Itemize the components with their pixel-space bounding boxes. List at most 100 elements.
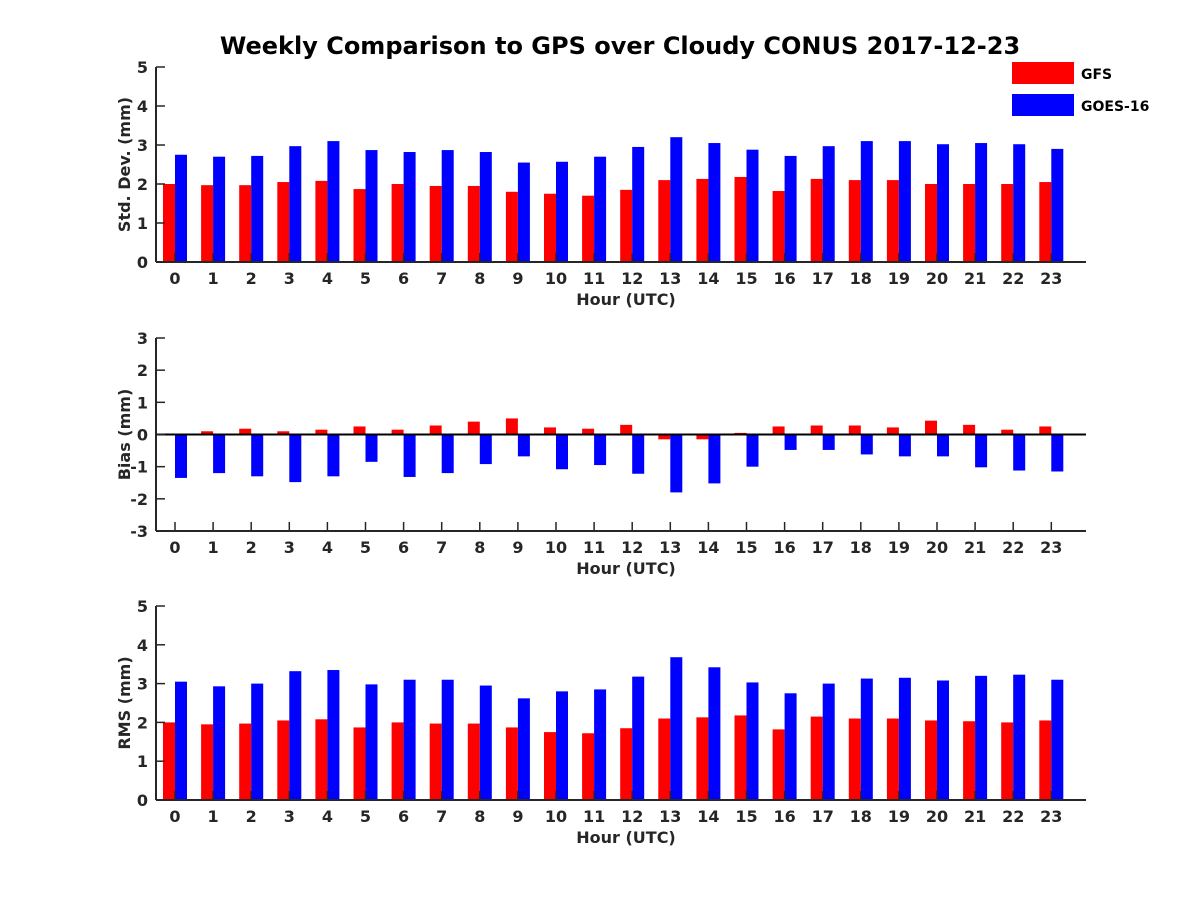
bar-goes-16-h10 — [556, 161, 568, 262]
x-tick-label: 19 — [888, 269, 910, 288]
bar-goes-16-h12 — [632, 676, 645, 800]
bar-goes-16-h2 — [251, 155, 264, 262]
bar-goes-16-h0 — [175, 434, 187, 478]
bar-gfs-h18 — [848, 180, 861, 262]
bar-goes-16-h1 — [213, 686, 226, 800]
bar-gfs-h0 — [163, 184, 175, 262]
bar-gfs-h17 — [810, 178, 823, 262]
bar-goes-16-h2 — [251, 683, 264, 800]
x-tick-label: 21 — [964, 538, 986, 557]
x-tick-label: 16 — [773, 538, 795, 557]
bar-gfs-h1 — [201, 185, 214, 262]
x-tick-label: 22 — [1002, 807, 1024, 826]
bar-gfs-h17 — [810, 716, 823, 800]
x-tick-label: 22 — [1002, 538, 1024, 557]
bar-gfs-h10 — [544, 427, 556, 435]
bar-gfs-h2 — [239, 723, 252, 800]
y-tick-label: 4 — [137, 636, 148, 655]
bar-gfs-h11 — [582, 195, 595, 262]
bar-gfs-h2 — [239, 428, 252, 435]
bar-gfs-h20 — [925, 420, 937, 435]
bar-goes-16-h17 — [822, 683, 835, 800]
bar-gfs-h4 — [315, 180, 328, 262]
bar-gfs-h11 — [582, 428, 595, 435]
bar-goes-16-h20 — [937, 680, 949, 800]
x-tick-label: 10 — [545, 538, 567, 557]
bar-goes-16-h14 — [708, 667, 721, 800]
x-tick-label: 6 — [398, 269, 409, 288]
x-tick-label: 20 — [926, 538, 948, 557]
y-tick-label: 1 — [137, 752, 148, 771]
bar-gfs-h14 — [696, 717, 709, 800]
bar-goes-16-h3 — [289, 434, 302, 483]
bar-goes-16-h22 — [1013, 434, 1026, 471]
bar-goes-16-h12 — [632, 434, 645, 474]
x-tick-label: 1 — [208, 269, 219, 288]
x-tick-label: 4 — [322, 269, 333, 288]
bar-goes-16-h19 — [898, 141, 911, 262]
x-tick-label: 11 — [583, 538, 605, 557]
bar-gfs-h12 — [620, 189, 633, 262]
bar-gfs-h14 — [696, 434, 709, 440]
bar-gfs-h7 — [429, 185, 442, 262]
x-tick-label: 2 — [246, 807, 257, 826]
bar-goes-16-h17 — [822, 434, 835, 450]
bar-goes-16-h7 — [441, 679, 454, 800]
x-tick-label: 5 — [360, 807, 371, 826]
x-tick-label: 7 — [436, 807, 447, 826]
bar-gfs-h13 — [658, 180, 671, 262]
y-tick-label: 3 — [137, 329, 148, 348]
bar-gfs-h6 — [391, 184, 404, 262]
bar-goes-16-h19 — [898, 677, 911, 800]
x-tick-label: 9 — [512, 538, 523, 557]
bar-gfs-h9 — [505, 727, 518, 800]
bar-goes-16-h9 — [517, 162, 530, 262]
x-axis-label: Hour (UTC) — [576, 828, 676, 847]
bar-gfs-h23 — [1039, 720, 1052, 800]
bar-gfs-h10 — [544, 732, 556, 800]
x-tick-label: 17 — [812, 269, 834, 288]
x-tick-label: 3 — [284, 538, 295, 557]
bar-goes-16-h6 — [403, 679, 416, 800]
bar-gfs-h19 — [886, 427, 899, 435]
x-tick-label: 3 — [284, 807, 295, 826]
bar-gfs-h13 — [658, 434, 671, 440]
bar-gfs-h21 — [963, 721, 976, 800]
x-tick-label: 15 — [735, 538, 757, 557]
bar-gfs-h1 — [201, 431, 214, 435]
bar-goes-16-h8 — [479, 685, 492, 800]
bar-gfs-h20 — [925, 720, 937, 800]
bar-goes-16-h22 — [1013, 674, 1026, 800]
x-tick-label: 17 — [812, 807, 834, 826]
bar-goes-16-h1 — [213, 156, 226, 262]
bar-goes-16-h0 — [175, 154, 187, 262]
y-tick-label: 3 — [137, 136, 148, 155]
bar-goes-16-h9 — [517, 698, 530, 800]
x-tick-label: 23 — [1040, 807, 1062, 826]
bar-gfs-h21 — [963, 184, 976, 262]
bar-goes-16-h3 — [289, 146, 302, 262]
bar-gfs-h14 — [696, 178, 709, 262]
y-tick-label: -2 — [130, 490, 148, 509]
y-tick-label: 4 — [137, 97, 148, 116]
bar-goes-16-h14 — [708, 434, 721, 484]
bar-gfs-h6 — [391, 429, 404, 435]
bar-goes-16-h22 — [1013, 144, 1026, 262]
bar-goes-16-h5 — [365, 684, 378, 800]
bar-goes-16-h9 — [517, 434, 530, 457]
bar-goes-16-h8 — [479, 434, 492, 465]
x-tick-label: 10 — [545, 807, 567, 826]
y-tick-label: 2 — [137, 175, 148, 194]
bar-goes-16-h11 — [594, 434, 607, 466]
bar-gfs-h17 — [810, 425, 823, 435]
x-tick-label: 4 — [322, 538, 333, 557]
bar-goes-16-h13 — [670, 657, 683, 800]
bar-gfs-h7 — [429, 425, 442, 435]
x-tick-label: 20 — [926, 269, 948, 288]
bar-goes-16-h11 — [594, 156, 607, 262]
x-tick-label: 12 — [621, 269, 643, 288]
x-tick-label: 7 — [436, 538, 447, 557]
x-tick-label: 17 — [812, 538, 834, 557]
bar-goes-16-h20 — [937, 434, 949, 457]
